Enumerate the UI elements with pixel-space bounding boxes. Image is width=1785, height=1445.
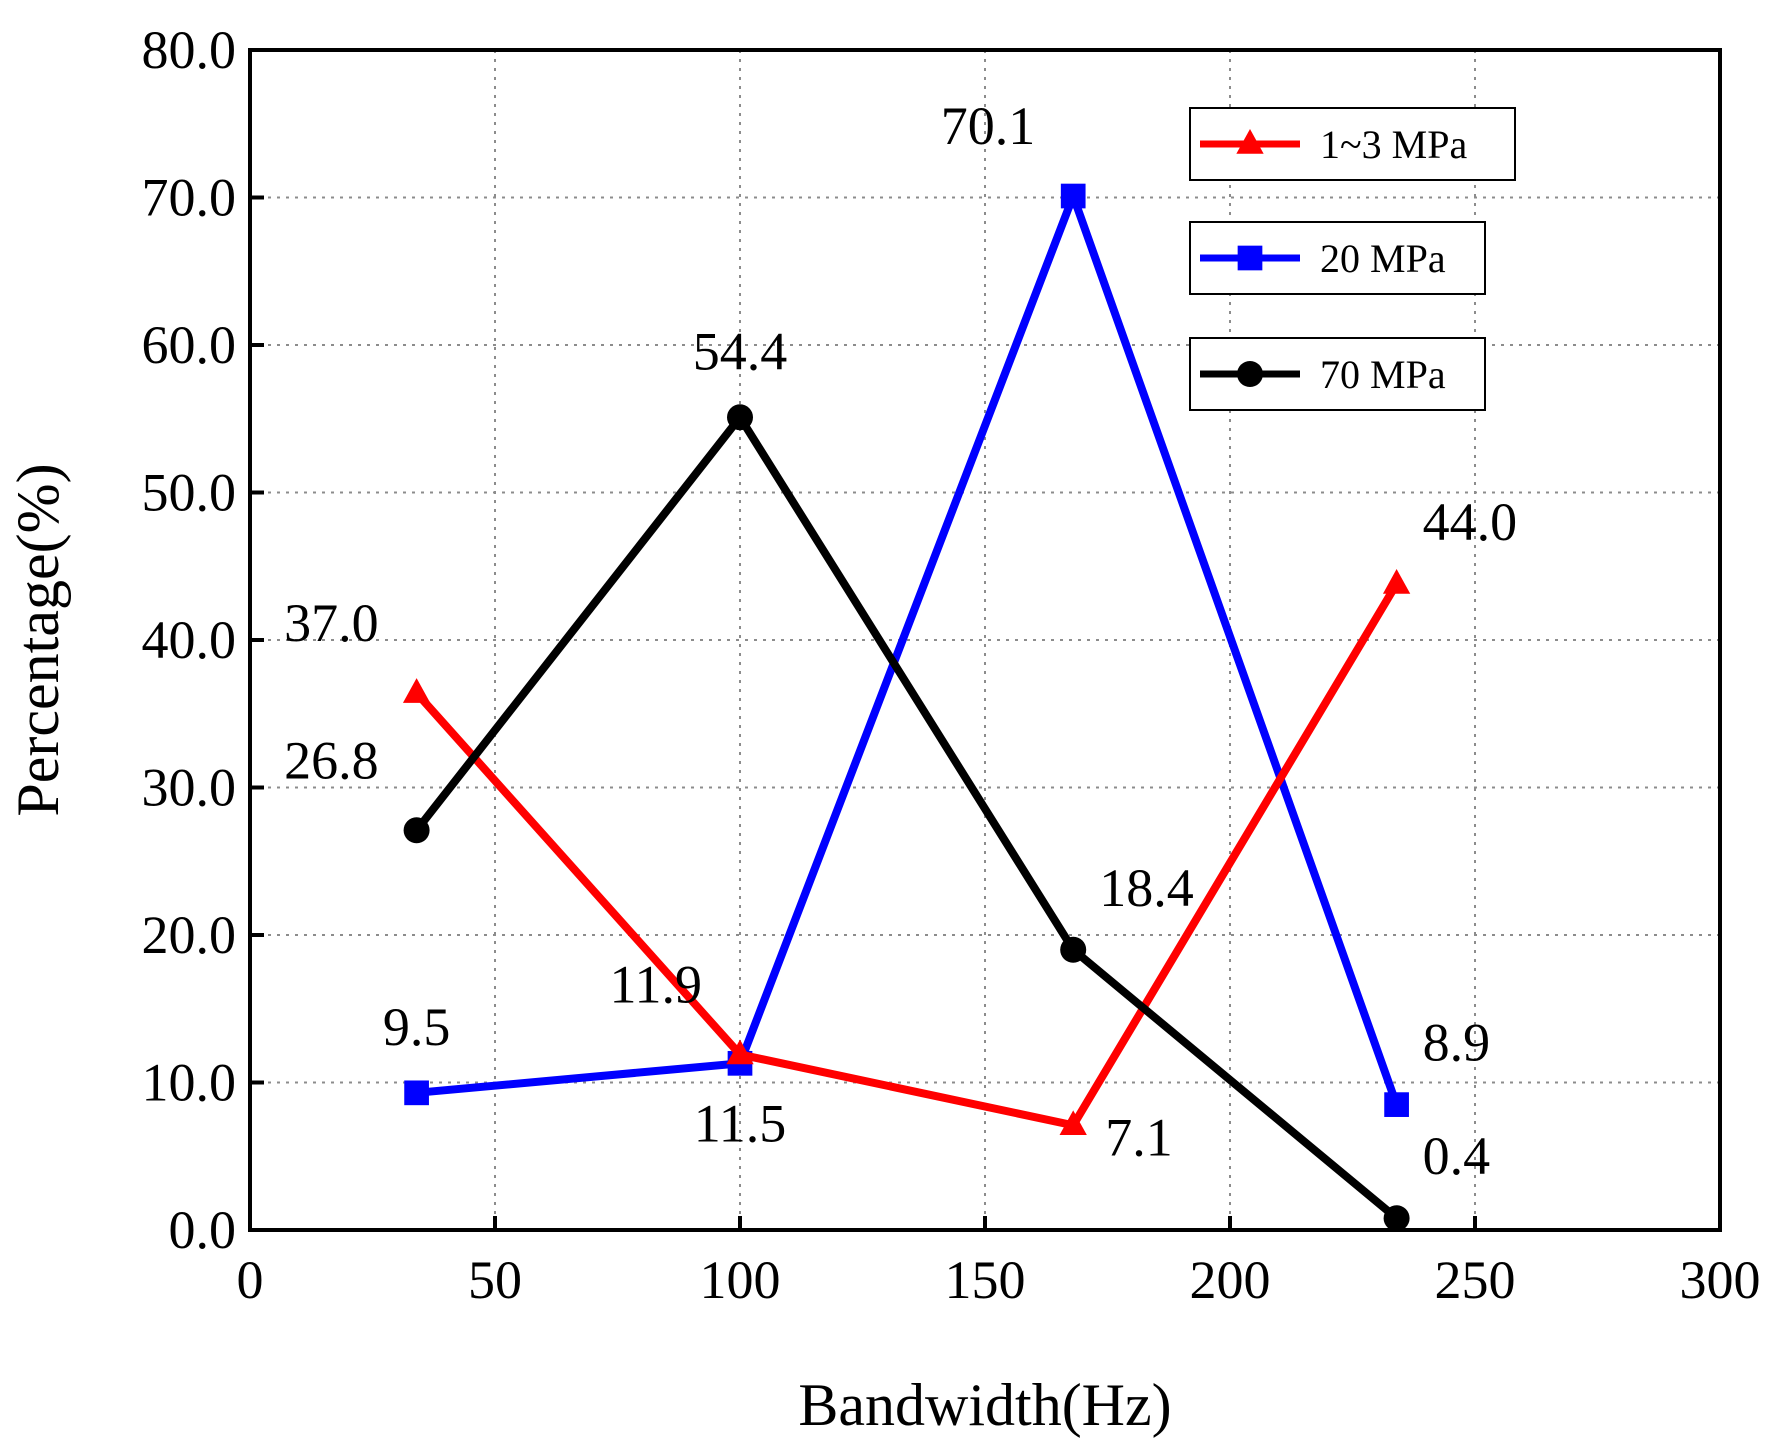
series-line-20-mpa: [416, 184, 1401, 1106]
data-point-70-mpa: [1060, 936, 1087, 963]
data-label-1-3-mpa: 11.9: [610, 954, 703, 1014]
data-point-70-mpa: [403, 817, 430, 844]
x-tick-label: 300: [1680, 1250, 1761, 1310]
y-tick-label: 40.0: [142, 610, 237, 670]
data-point-1-3-mpa: [726, 1039, 754, 1065]
data-label-70-mpa: 0.4: [1423, 1126, 1491, 1186]
data-point-20-mpa: [404, 1080, 429, 1106]
y-axis-title: Percentage(%): [5, 463, 71, 816]
data-label-70-mpa: 26.8: [284, 730, 379, 790]
data-point-20-mpa: [1384, 1092, 1409, 1117]
data-label-1-3-mpa: 44.0: [1423, 492, 1518, 552]
legend: 1~3 MPa 20 MPa 70 MPa: [1189, 107, 1516, 411]
x-tick-label: 50: [468, 1250, 522, 1310]
series-line-70-mpa: [413, 410, 1400, 1222]
x-tick-label: 100: [700, 1250, 781, 1310]
y-tick-label: 50.0: [142, 463, 237, 523]
x-axis-title: Bandwidth(Hz): [798, 1372, 1171, 1438]
legend-entry-70-mpa: 70 MPa: [1189, 337, 1486, 411]
legend-label: 70 MPa: [1320, 352, 1446, 397]
data-point-1-3-mpa: [1382, 569, 1411, 594]
data-label-1-3-mpa: 7.1: [1105, 1107, 1173, 1167]
data-point-1-3-mpa: [402, 678, 431, 703]
legend-marker-70-mpa: [1237, 361, 1263, 387]
data-label-70-mpa: 54.4: [693, 321, 788, 381]
y-tick-label: 30.0: [142, 758, 237, 818]
legend-label: 1~3 MPa: [1320, 122, 1467, 167]
axis-ticks: 0 50 100 150 200 250 300 0.0 10.0 20.0 30.0 40.0 50.…: [142, 20, 1761, 1310]
series-layer: [402, 183, 1411, 1232]
x-tick-label: 200: [1190, 1250, 1271, 1310]
data-label-20-mpa: 9.5: [383, 997, 451, 1057]
legend-marker-20-mpa: [1237, 245, 1263, 271]
x-tick-label: 150: [945, 1250, 1026, 1310]
series-1-3-mpa: [402, 569, 1411, 1136]
series-70-mpa: [403, 404, 1410, 1232]
y-tick-label: 80.0: [142, 20, 237, 80]
data-point-1-3-mpa: [1059, 1110, 1087, 1136]
legend-marker-1-3-mpa: [1236, 129, 1264, 154]
y-tick-label: 0.0: [169, 1200, 237, 1260]
data-point-70-mpa: [727, 404, 753, 431]
data-point-20-mpa: [1060, 183, 1086, 209]
legend-entry-1-3-mpa: 1~3 MPa: [1189, 107, 1516, 181]
x-tick-label: 0: [237, 1250, 264, 1310]
data-label-1-3-mpa: 37.0: [284, 593, 379, 653]
y-tick-label: 60.0: [142, 315, 237, 375]
y-tick-label: 10.0: [142, 1053, 237, 1113]
y-tick-label: 20.0: [142, 905, 237, 965]
data-label-20-mpa: 8.9: [1423, 1013, 1491, 1073]
data-labels: 37.0 11.9 7.1 44.0 9.5 11.5 70.1 8.9 26.8 54.4 18.…: [284, 96, 1517, 1186]
legend-label: 20 MPa: [1320, 236, 1446, 281]
data-label-20-mpa: 70.1: [941, 96, 1036, 156]
y-tick-label: 70.0: [142, 168, 237, 228]
legend-entry-20-mpa: 20 MPa: [1189, 221, 1486, 295]
series-line-1-3-mpa: [413, 581, 1401, 1130]
data-label-20-mpa: 11.5: [694, 1093, 787, 1153]
data-label-70-mpa: 18.4: [1099, 858, 1194, 918]
data-point-70-mpa: [1383, 1205, 1410, 1232]
x-tick-label: 250: [1435, 1250, 1516, 1310]
